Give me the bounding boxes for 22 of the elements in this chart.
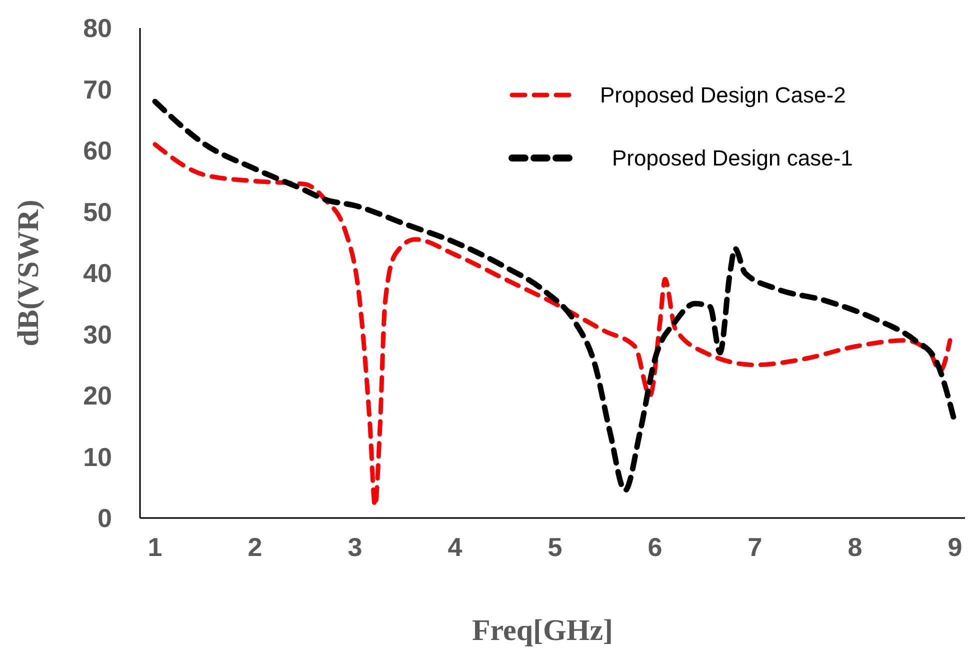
y-tick-label: 70 [83,74,112,104]
x-tick-label: 9 [948,532,962,562]
y-tick-label: 40 [83,258,112,288]
y-tick-label: 50 [83,196,112,227]
x-tick-label: 3 [348,532,362,562]
y-tick-label: 80 [83,13,112,43]
y-tick-label: 10 [83,442,112,472]
y-tick-label: 0 [98,503,112,533]
x-tick-label: 8 [848,532,862,562]
x-axis-title: Freq[GHz] [472,614,614,647]
x-tick-label: 2 [248,532,262,562]
y-tick-label: 60 [83,136,112,166]
x-tick-label: 5 [548,532,562,562]
x-tick-label: 4 [448,532,463,562]
legend-label: Proposed Design case-1 [612,146,853,170]
y-axis-title: dB(VSWR) [12,200,45,346]
y-tick-label: 30 [83,319,112,350]
legend-label: Proposed Design Case-2 [600,82,846,108]
x-tick-label: 1 [148,532,162,562]
x-tick-label: 6 [648,532,662,562]
x-tick-label: 7 [748,532,762,562]
y-tick-label: 20 [83,380,112,410]
